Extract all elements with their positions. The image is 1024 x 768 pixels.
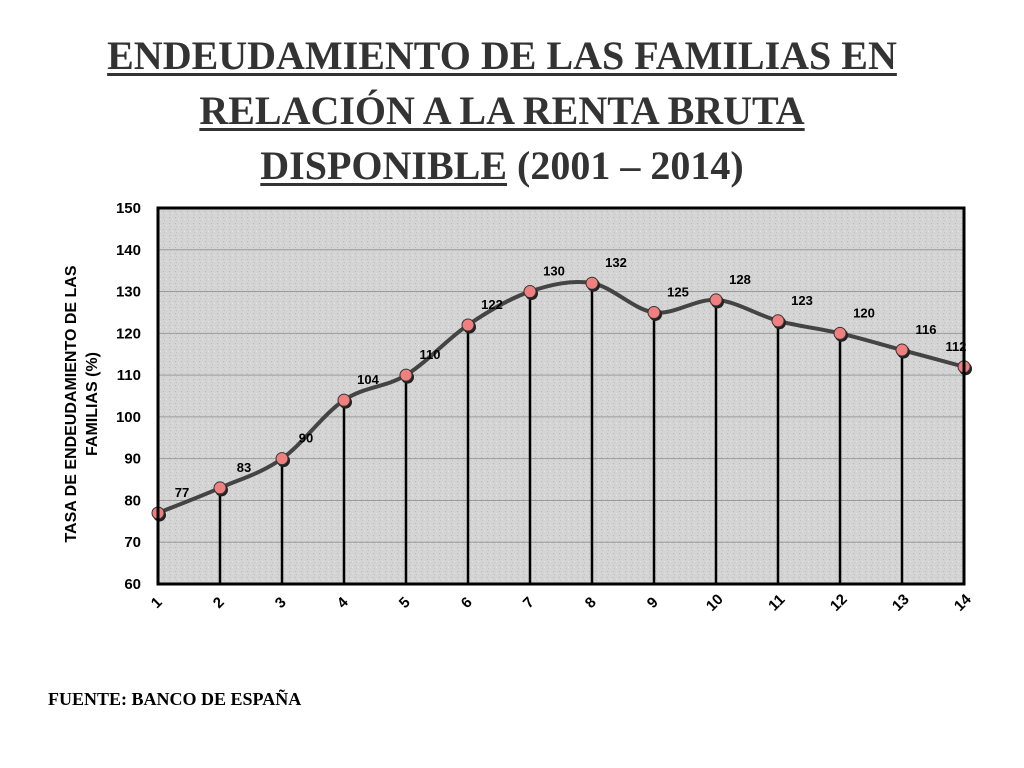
x-axis-ticks: 1 2 3 4 5 6 7 8 9 10 11 12 13 14 [148,590,975,614]
x-tick-label: 12 [827,591,851,615]
data-point [461,318,475,332]
source-note: FUENTE: BANCO DE ESPAÑA [48,689,302,709]
y-tick-label: 100 [116,409,141,426]
data-label: 116 [916,322,937,337]
data-label: 125 [667,284,689,299]
data-point [833,326,847,340]
data-point [771,314,785,328]
y-tick-label: 90 [124,451,141,468]
data-markers [151,276,972,522]
x-tick-label: 9 [644,594,662,612]
x-tick-label: 10 [703,591,727,615]
data-label: 128 [729,272,751,287]
y-tick-label: 70 [124,534,141,551]
data-point [585,276,599,290]
plot-area [158,208,964,584]
data-label: 120 [853,305,875,320]
y-tick-label: 80 [124,492,141,509]
title-line-2: RELACIÓN A LA RENTA BRUTA [199,88,805,133]
x-tick-label: 11 [765,591,788,614]
x-tick-label: 7 [520,594,538,612]
x-tick-label: 1 [148,594,166,612]
y-tick-label: 150 [116,200,141,217]
data-label: 104 [357,372,379,387]
x-tick-label: 2 [210,594,228,612]
data-label: 122 [481,297,503,312]
data-point [275,452,289,466]
y-tick-label: 120 [116,325,141,342]
y-tick-label: 140 [116,242,141,259]
y-axis-label-line: FAMILIAS (%) [84,352,101,456]
y-axis-label: TASA DE ENDEUDAMIENTO DE LAS FAMILIAS (%) [63,265,101,542]
data-point [895,343,909,357]
x-tick-label: 4 [334,593,352,611]
x-tick-label: 6 [458,594,476,612]
data-label: 90 [299,431,313,446]
page-title: ENDEUDAMIENTO DE LAS FAMILIAS EN RELACIÓ… [60,28,944,193]
data-label: 112 [946,339,967,354]
x-tick-label: 13 [889,591,913,615]
y-tick-label: 130 [116,284,141,301]
x-tick-label: 5 [396,594,414,612]
data-point [213,481,227,495]
data-point [647,305,661,319]
y-axis-label-line: TASA DE ENDEUDAMIENTO DE LAS [63,265,80,542]
x-tick-label: 14 [951,590,975,614]
data-point [523,285,537,299]
y-tick-label: 60 [124,576,141,593]
plot-border [156,206,966,586]
data-label: 110 [420,347,441,362]
data-point [709,293,723,307]
data-label: 123 [791,293,813,308]
data-point [399,368,413,382]
y-axis-ticks: 60 70 80 90 100 110 120 130 140 150 [116,200,141,593]
data-label: 83 [237,460,251,475]
title-line-1: ENDEUDAMIENTO DE LAS FAMILIAS EN [107,33,897,78]
data-labels: 77 83 90 104 110 122 130 132 125 128 123 120 116 112 [175,255,967,500]
data-label: 132 [605,255,627,270]
title-line-3-rest: (2001 – 2014) [507,143,744,188]
y-tick-label: 110 [117,367,141,384]
x-tick-label: 3 [272,594,290,612]
x-tick-label: 8 [582,594,600,612]
data-label: 130 [543,264,565,279]
title-line-3-underlined: DISPONIBLE [260,143,508,188]
data-label: 77 [175,485,189,500]
data-point [337,393,351,407]
